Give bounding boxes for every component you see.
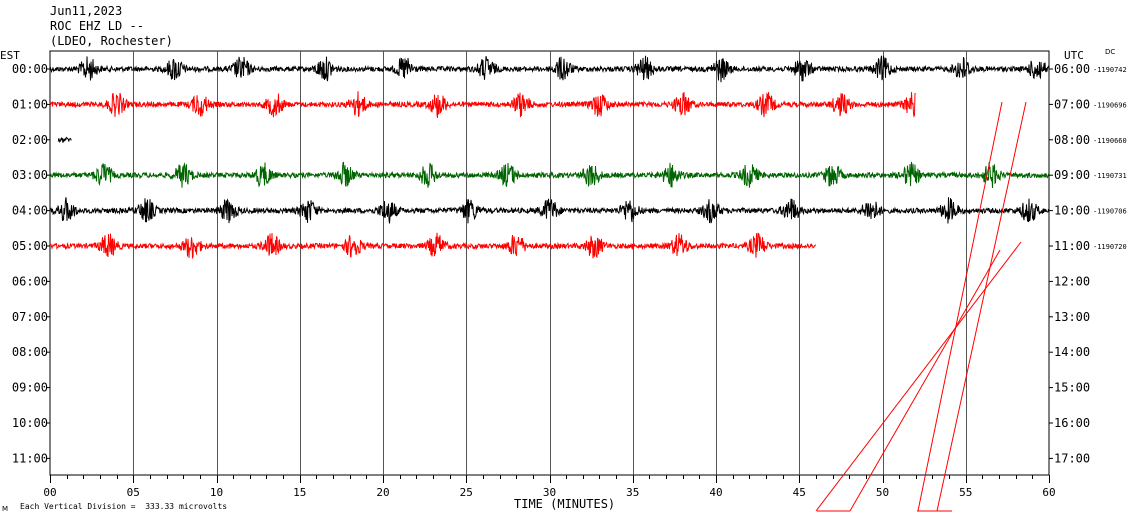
utc-hour-label: 07:00	[1054, 97, 1090, 111]
utc-hour-label: 15:00	[1054, 381, 1090, 395]
utc-hour-label: 14:00	[1054, 345, 1090, 359]
trace-row-3	[49, 161, 1050, 189]
x-tick-label: 60	[1042, 486, 1055, 499]
est-hour-label: 06:00	[12, 274, 48, 288]
dc-label: DC	[1105, 48, 1116, 56]
est-hour-label: 01:00	[12, 97, 48, 111]
x-tick-label: 40	[709, 486, 722, 499]
artifact-line	[936, 101, 1027, 512]
trace-row-4	[49, 197, 1050, 224]
network-label: (LDEO, Rochester)	[50, 34, 173, 48]
x-tick-label: 10	[210, 486, 223, 499]
x-tick-label: 30	[543, 486, 556, 499]
dc-offset-label: -1190720	[1093, 243, 1127, 251]
x-tick-label: 00	[43, 486, 56, 499]
seismic-traces	[49, 55, 1050, 260]
utc-axis-title: UTC	[1064, 49, 1084, 62]
est-hour-label: 11:00	[12, 451, 48, 465]
artifact-line	[815, 241, 1022, 512]
station-label: ROC EHZ LD --	[50, 19, 144, 33]
utc-hour-label: 11:00	[1054, 239, 1090, 253]
dc-offset-label: -1190706	[1093, 208, 1127, 216]
utc-hour-label: 13:00	[1054, 310, 1090, 324]
est-hour-label: 10:00	[12, 416, 48, 430]
x-tick-label: 25	[460, 486, 473, 499]
axis-labels: 00 05 10 15 20 25 30 35 40 45 50 55 60 00:00 01:00 02:0…	[12, 62, 1127, 499]
dc-offset-label: -1190742	[1093, 66, 1127, 74]
est-hour-label: 03:00	[12, 168, 48, 182]
artifact-line	[917, 101, 1003, 512]
est-axis-title: EST	[0, 49, 20, 62]
trace-row-0	[49, 55, 1050, 83]
utc-hour-label: 16:00	[1054, 416, 1090, 430]
est-hour-label: 08:00	[12, 345, 48, 359]
date-label: Jun11,2023	[50, 4, 123, 18]
est-hour-label: 02:00	[12, 133, 48, 147]
dc-offset-label: -1190660	[1093, 137, 1127, 145]
trace-row-5	[49, 232, 816, 260]
x-axis-title: TIME (MINUTES)	[514, 497, 616, 511]
utc-hour-label: 09:00	[1054, 168, 1090, 182]
est-hour-label: 09:00	[12, 381, 48, 395]
utc-hour-label: 17:00	[1054, 451, 1090, 465]
x-tick-label: 15	[293, 486, 306, 499]
corner-mark: M	[2, 505, 9, 513]
x-tick-label: 05	[127, 486, 140, 499]
dc-offset-label: -1190731	[1093, 172, 1127, 180]
dc-offset-label: -1190696	[1093, 101, 1127, 109]
trace-row-1	[49, 91, 916, 118]
est-hour-label: 04:00	[12, 204, 48, 218]
est-hour-label: 00:00	[12, 62, 48, 76]
x-tick-label: 55	[959, 486, 972, 499]
red-artifact-lines	[815, 101, 1027, 512]
trace-row-2	[57, 136, 72, 143]
utc-hour-label: 08:00	[1054, 133, 1090, 147]
x-tick-label: 45	[793, 486, 806, 499]
x-tick-label: 50	[876, 486, 889, 499]
est-hour-label: 05:00	[12, 239, 48, 253]
scale-footer: Each Vertical Division = 333.33 microvol…	[20, 502, 228, 511]
axis-ticks	[46, 68, 1053, 483]
utc-hour-label: 12:00	[1054, 274, 1090, 288]
x-tick-label: 35	[626, 486, 639, 499]
artifact-line	[849, 249, 1001, 512]
est-hour-label: 07:00	[12, 310, 48, 324]
utc-hour-label: 06:00	[1054, 62, 1090, 76]
x-tick-label: 20	[376, 486, 389, 499]
utc-hour-label: 10:00	[1054, 204, 1090, 218]
plot-frame	[49, 50, 1050, 476]
plot-grid	[49, 50, 1050, 476]
